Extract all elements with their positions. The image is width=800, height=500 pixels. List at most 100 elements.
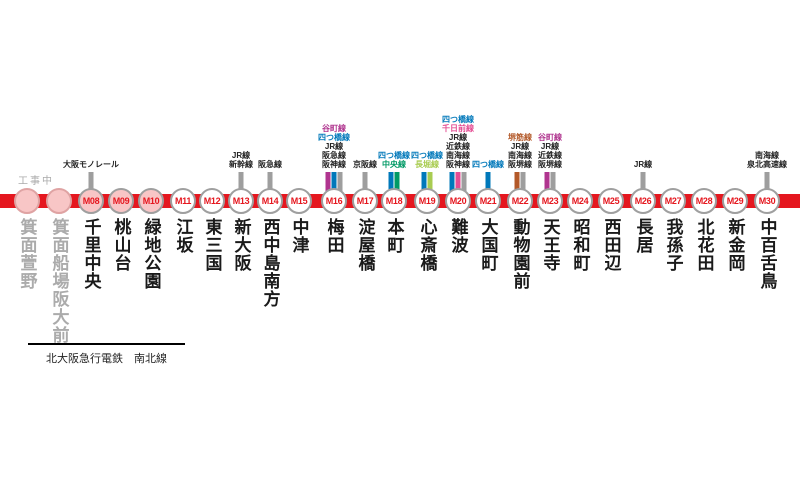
transfer-tick [421,172,427,192]
transfer-tick [455,172,461,192]
transfer-labels-M14: 阪急線 [258,160,282,169]
transfer-tick [514,172,520,192]
station-code: M16 [325,196,343,206]
transfer-labels-M08: 大阪モノレール [63,160,119,169]
station-code: M25 [602,196,620,206]
station-code: M30 [758,196,776,206]
transfer-line-label: 四つ橋線 [411,151,443,160]
station-circle-M21: M21 [475,188,501,214]
station-code: M14 [261,196,279,206]
transfer-line-label: 大阪モノレール [63,160,119,169]
transfer-ticks-M30 [764,172,770,192]
station-name-M14: 西中島南方 [260,218,280,308]
station-name-M11: 江坂 [173,218,193,254]
station-circle-M30: M30 [754,188,780,214]
transfer-ticks-M22 [514,172,526,192]
station-circle-planned-1 [14,188,40,214]
transfer-tick [267,172,273,192]
station-code: M28 [695,196,713,206]
transfer-ticks-M26 [640,172,646,192]
station-name-M20: 難波 [448,218,468,254]
station-name-M19: 心斎橋 [417,218,437,272]
transfer-tick [394,172,400,192]
transfer-tick [337,172,343,192]
transfer-line-label: 谷町線 [538,133,562,142]
transfer-ticks-M20 [449,172,467,192]
transfer-line-label: 京阪線 [353,160,377,169]
transfer-labels-M18: 四つ橋線 中央線 [378,151,410,169]
station-circle-M19: M19 [414,188,440,214]
transfer-labels-M16: 谷町線 四つ橋線 JR線 阪急線 阪神線 [318,124,350,169]
station-circle-M16: M16 [321,188,347,214]
transfer-labels-M26: JR線 [634,160,652,169]
transfer-line-label: JR線 [540,142,560,151]
operator-bracket-line [28,343,185,345]
transfer-labels-M19: 四つ橋線 長堀線 [411,151,443,169]
station-code: M23 [541,196,559,206]
station-name-M18: 本町 [384,218,404,254]
transfer-tick [640,172,646,192]
transfer-labels-M13: JR線 新幹線 [229,151,253,169]
station-circle-M14: M14 [257,188,283,214]
station-code: M12 [203,196,221,206]
station-name-M08: 千里中央 [81,218,101,290]
transfer-line-label: JR線 [448,133,468,142]
station-name-M22: 動物園前 [510,218,530,290]
transfer-tick [88,172,94,192]
station-code: M19 [418,196,436,206]
transfer-labels-M30: 南海線 泉北高速線 [747,151,787,169]
transfer-line-label: 近鉄線 [538,151,562,160]
station-name-planned-2: 箕面船場阪大前 [49,218,69,344]
station-code: M10 [142,196,160,206]
station-name-M09: 桃山台 [111,218,131,272]
station-circle-M17: M17 [352,188,378,214]
station-name-M27: 我孫子 [663,218,683,272]
transfer-line-label: 新幹線 [229,160,253,169]
transfer-ticks-M13 [238,172,244,192]
station-code: M29 [726,196,744,206]
transfer-line-label: 南海線 [508,151,532,160]
station-circle-M12: M12 [199,188,225,214]
transfer-line-label: 阪急線 [258,160,282,169]
station-circle-M18: M18 [381,188,407,214]
station-circle-M24: M24 [567,188,593,214]
transfer-tick [520,172,526,192]
station-name-M26: 長居 [633,218,653,254]
transfer-line-label: 四つ橋線 [472,160,504,169]
station-code: M15 [290,196,308,206]
transfer-line-label: 阪堺線 [508,160,532,169]
station-name-M21: 大国町 [478,218,498,272]
transfer-line-label: 泉北高速線 [747,160,787,169]
transfer-line-label: JR線 [633,160,653,169]
station-code: M22 [511,196,529,206]
station-circle-M13: M13 [228,188,254,214]
transfer-line-label: JR線 [324,142,344,151]
transfer-line-label: 阪堺線 [538,160,562,169]
transfer-tick [544,172,550,192]
station-name-M10: 緑地公園 [141,218,161,290]
transfer-labels-M17: 京阪線 [353,160,377,169]
station-name-M24: 昭和町 [570,218,590,272]
station-circle-M25: M25 [598,188,624,214]
transfer-line-label: 阪神線 [322,160,346,169]
station-code: M13 [232,196,250,206]
station-circle-planned-2 [46,188,72,214]
station-circle-M23: M23 [537,188,563,214]
transfer-ticks-M08 [88,172,94,192]
transfer-ticks-M18 [388,172,400,192]
transfer-labels-M23: 谷町線 JR線 近鉄線 阪堺線 [538,133,562,169]
transfer-line-label: 南海線 [755,151,779,160]
transfer-tick [325,172,331,192]
station-code: M08 [82,196,100,206]
station-circle-M11: M11 [170,188,196,214]
transfer-tick [461,172,467,192]
station-code: M11 [174,196,192,206]
station-circle-M08: M08 [78,188,104,214]
transfer-tick [449,172,455,192]
transfer-labels-M22: 堺筋線 JR線 南海線 阪堺線 [508,133,532,169]
transfer-line-label: 千日前線 [442,124,474,133]
station-code: M20 [449,196,467,206]
transfer-ticks-M16 [325,172,343,192]
transfer-ticks-M14 [267,172,273,192]
transfer-line-label: 阪神線 [446,160,470,169]
